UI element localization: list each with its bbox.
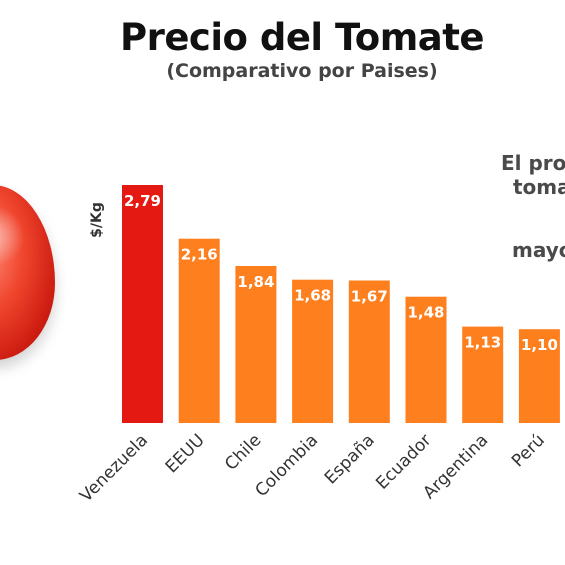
bar-españa: [348, 280, 390, 423]
bar-perú: [518, 329, 560, 423]
side-text-line-2: toma: [513, 175, 565, 199]
bar-colombia: [292, 279, 334, 423]
chart-title: Precio del Tomate: [119, 16, 485, 59]
bar-value-label: 1,13: [464, 334, 501, 352]
bar-venezuela: [122, 185, 163, 423]
bar-argentina: [462, 326, 504, 423]
bar-value-label: 2,16: [181, 246, 218, 264]
bar-ecuador: [405, 296, 447, 423]
bar-value-label: 1,48: [407, 304, 444, 322]
x-tick-label: España: [321, 430, 379, 488]
x-tick-label: Venezuela: [76, 430, 152, 506]
bar-value-label: 1,10: [521, 336, 558, 354]
bar-value-label: 1,84: [237, 273, 274, 291]
x-tick-label: EEUU: [162, 430, 209, 477]
bar-value-label: 1,68: [294, 287, 331, 305]
side-text-line-1: El pro: [501, 151, 565, 175]
bar-value-label: 1,67: [351, 288, 388, 306]
chart-subtitle: (Comparativo por Paises): [166, 60, 438, 82]
x-tick-label: Chile: [221, 430, 265, 474]
bar-value-label: 2,79: [124, 192, 161, 210]
bar-eeuu: [178, 238, 220, 423]
bar-chile: [235, 266, 277, 423]
x-tick-label: Colombia: [252, 430, 323, 501]
side-text-line-3: mayo: [512, 238, 565, 262]
x-tick-label: Perú: [508, 430, 549, 471]
